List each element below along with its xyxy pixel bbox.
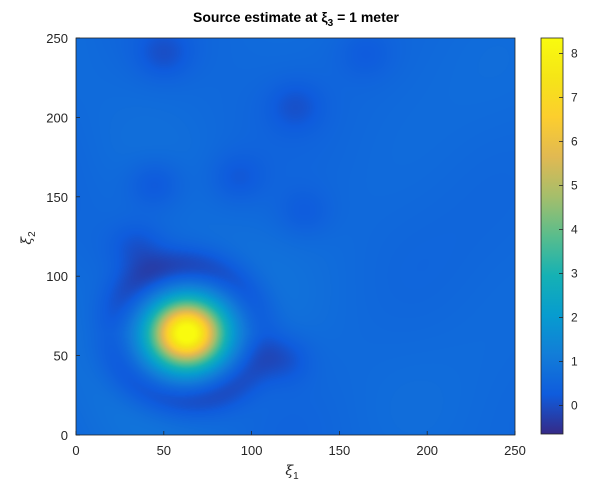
- y-tick-label: 50: [54, 349, 68, 364]
- chart-title-prefix: Source estimate at ξ: [193, 9, 328, 25]
- colorbar-gradient: [540, 37, 564, 435]
- y-axis-label-base: ξ: [19, 236, 35, 245]
- colorbar-tick-label: 0: [571, 398, 578, 412]
- colorbar-tick-label: 1: [571, 354, 578, 368]
- x-tick-label: 250: [504, 443, 526, 458]
- y-tick-label: 250: [46, 31, 68, 46]
- plot-frame: [75, 37, 516, 436]
- x-tick-label: 200: [416, 443, 438, 458]
- y-axis-label: ξ2: [19, 231, 38, 245]
- colorbar: 0 1 2 3 4 5 6 7 8: [540, 37, 578, 435]
- y-axis-label-subscript: 2: [27, 231, 38, 237]
- y-tick-label: 0: [61, 428, 68, 443]
- x-axis-label: ξ1: [285, 463, 299, 482]
- colorbar-tick-label: 7: [571, 90, 578, 104]
- x-axis-label-base: ξ: [285, 463, 294, 479]
- colorbar-tick-label: 3: [571, 266, 578, 280]
- heatmap-image: [76, 38, 515, 435]
- colorbar-ticks: 0 1 2 3 4 5 6 7 8: [559, 46, 578, 412]
- chart-title-suffix: = 1 meter: [333, 9, 399, 25]
- x-tick-label: 150: [329, 443, 351, 458]
- x-tick-label: 50: [157, 443, 171, 458]
- heatmap-plot-area: [75, 37, 516, 436]
- y-tick-label: 150: [46, 190, 68, 205]
- y-tick-label: 200: [46, 110, 68, 125]
- colorbar-tick-label: 4: [571, 222, 578, 236]
- x-axis: 0 50 100 150 200 250: [72, 431, 526, 458]
- colorbar-tick-label: 2: [571, 310, 578, 324]
- chart-title: Source estimate at ξ3 = 1 meter: [193, 9, 400, 29]
- x-tick-label: 0: [72, 443, 79, 458]
- chart-title-subscript: 3: [328, 18, 334, 29]
- colorbar-tick-label: 6: [571, 134, 578, 148]
- y-tick-label: 100: [46, 269, 68, 284]
- x-tick-label: 100: [241, 443, 263, 458]
- x-axis-label-subscript: 1: [293, 471, 299, 482]
- colorbar-tick-label: 8: [571, 46, 578, 60]
- colorbar-tick-label: 5: [571, 178, 578, 192]
- y-axis: 0 50 100 150 200 250: [46, 31, 80, 443]
